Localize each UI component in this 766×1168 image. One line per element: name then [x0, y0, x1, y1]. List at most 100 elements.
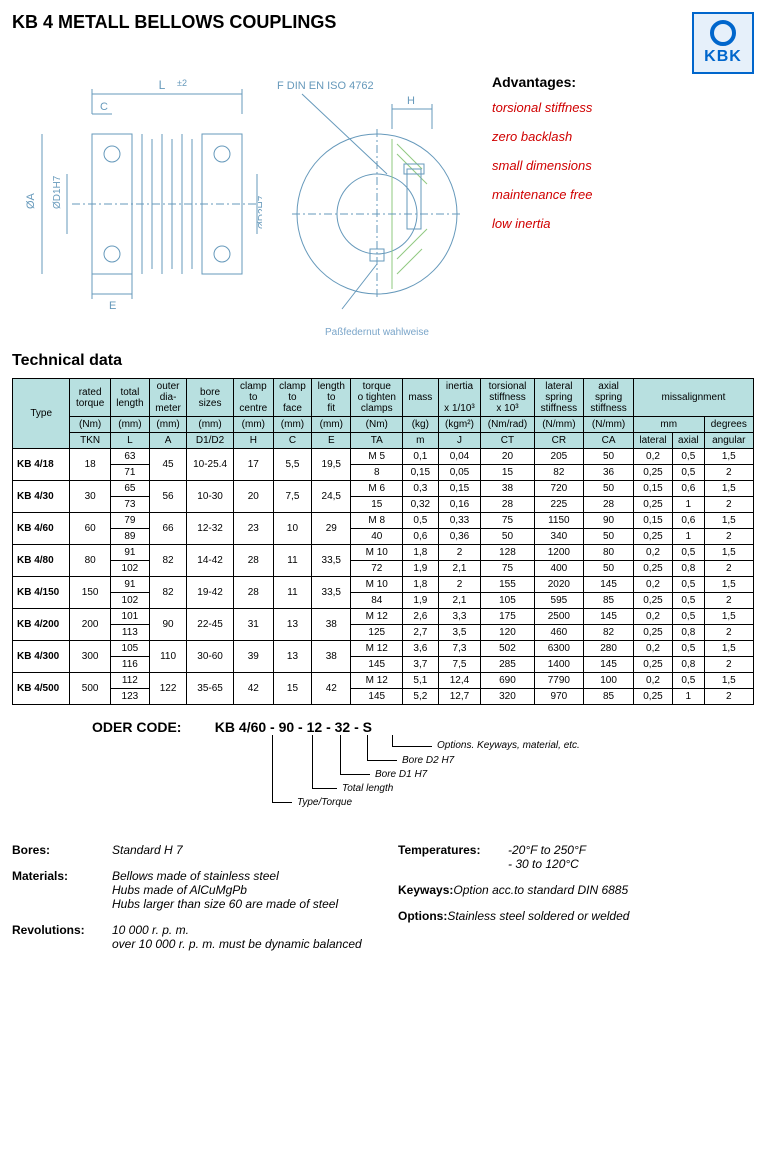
spec-label: Bores: — [12, 843, 112, 857]
col-h: clamptocentre — [233, 379, 273, 417]
unit: (kgm²) — [438, 417, 481, 433]
col-misal: missalignment — [633, 379, 753, 417]
order-code-section: ODER CODE: KB 4/60 - 90 - 12 - 32 - S Op… — [12, 719, 754, 825]
table-row: 73 150,320,1628225280,2512 — [13, 497, 754, 513]
order-code-label: ODER CODE: — [92, 719, 181, 735]
advantage-item: maintenance free — [492, 187, 754, 202]
spec-val: -20°F to 250°F- 30 to 120°C — [508, 843, 586, 871]
sym: A — [149, 433, 186, 449]
unit: (mm) — [273, 417, 312, 433]
order-len: Total length — [342, 783, 393, 794]
unit: (mm) — [149, 417, 186, 433]
order-d1: Bore D1 H7 — [375, 769, 427, 780]
table-row: 102 721,92,175400500,250,82 — [13, 561, 754, 577]
col-mass: mass — [403, 379, 438, 417]
table-row: KB 4/150 150 91 82 19-42 28 11 33,5 M 10… — [13, 577, 754, 593]
spec-label: Options: — [398, 909, 447, 923]
unit: (mm) — [312, 417, 351, 433]
unit: (kg) — [403, 417, 438, 433]
unit: (N/mm) — [584, 417, 634, 433]
spec-materials: Materials: Bellows made of stainless ste… — [12, 869, 368, 911]
svg-text:ØD2H7: ØD2H7 — [257, 195, 262, 229]
sym: L — [110, 433, 149, 449]
svg-text:±2: ±2 — [177, 78, 187, 88]
unit: (mm) — [187, 417, 234, 433]
spec-bores: Bores: Standard H 7 — [12, 843, 368, 857]
col-e: lengthtofit — [312, 379, 351, 417]
col-ct: torsionalstiffnessx 10³ — [481, 379, 534, 417]
table-row: 71 80,150,051582360,250,52 — [13, 465, 754, 481]
spec-val: 10 000 r. p. m.over 10 000 r. p. m. must… — [112, 923, 362, 951]
unit: (Nm/rad) — [481, 417, 534, 433]
spec-val: Stainless steel soldered or welded — [447, 909, 629, 923]
table-row: KB 4/300 300 105 110 30-60 39 13 38 M 12… — [13, 641, 754, 657]
table-row: 113 1252,73,5120460820,250,82 — [13, 625, 754, 641]
table-body: KB 4/18 18 63 45 10-25.4 17 5,5 19,5 M 5… — [13, 449, 754, 705]
sym: CR — [534, 433, 584, 449]
unit: (mm) — [233, 417, 273, 433]
sym: C — [273, 433, 312, 449]
spec-val: Standard H 7 — [112, 843, 183, 857]
sym: m — [403, 433, 438, 449]
spec-val: Bellows made of stainless steelHubs made… — [112, 869, 338, 911]
table-row: KB 4/80 80 91 82 14-42 28 11 33,5 M 101,… — [13, 545, 754, 561]
col-length: totallength — [110, 379, 149, 417]
order-opt: Options. Keyways, material, etc. — [437, 740, 580, 751]
order-type: Type/Torque — [297, 797, 352, 808]
svg-text:E: E — [109, 300, 116, 312]
spec-right-column: Temperatures: -20°F to 250°F- 30 to 120°… — [398, 843, 754, 963]
advantage-item: small dimensions — [492, 158, 754, 173]
spec-val: Option acc.to standard DIN 6885 — [453, 883, 628, 897]
technical-data-heading: Technical data — [12, 352, 754, 370]
sym: H — [233, 433, 273, 449]
sym: J — [438, 433, 481, 449]
sym: TA — [351, 433, 403, 449]
advantage-item: torsional stiffness — [492, 100, 754, 115]
kbk-logo: KBK — [692, 12, 754, 74]
unit: mm — [633, 417, 704, 433]
svg-text:ØD1H7: ØD1H7 — [52, 175, 63, 209]
table-row: KB 4/60 60 79 66 12-32 23 10 29 M 80,50,… — [13, 513, 754, 529]
spec-left-column: Bores: Standard H 7 Materials: Bellows m… — [12, 843, 368, 963]
sym: D1/D2 — [187, 433, 234, 449]
svg-text:F DIN EN ISO 4762: F DIN EN ISO 4762 — [277, 80, 374, 92]
spec-label: Materials: — [12, 869, 112, 911]
table-row: 116 1453,77,528514001450,250,82 — [13, 657, 754, 673]
table-row: KB 4/500 500 112 122 35-65 42 15 42 M 12… — [13, 673, 754, 689]
header: KB 4 METALL BELLOWS COUPLINGS KBK — [12, 12, 754, 74]
table-row: 123 1455,212,7320970850,2512 — [13, 689, 754, 705]
table-row: 89 400,60,3650340500,2512 — [13, 529, 754, 545]
sym: CT — [481, 433, 534, 449]
svg-text:H: H — [407, 95, 415, 107]
spec-options: Options: Stainless steel soldered or wel… — [398, 909, 754, 923]
table-row: KB 4/18 18 63 45 10-25.4 17 5,5 19,5 M 5… — [13, 449, 754, 465]
sym: axial — [673, 433, 705, 449]
diagram-caption: Paßfedernut wahlweise — [272, 327, 482, 338]
logo-circle-icon — [710, 20, 736, 46]
col-ca: axialspringstiffness — [584, 379, 634, 417]
table-row: KB 4/200 200 101 90 22-45 31 13 38 M 122… — [13, 609, 754, 625]
col-ta: torqueo tightenclamps — [351, 379, 403, 417]
unit: (N/mm) — [534, 417, 584, 433]
sym: lateral — [633, 433, 672, 449]
unit: degrees — [704, 417, 753, 433]
sym: TKN — [70, 433, 110, 449]
col-inertia: inertiax 1/10³ — [438, 379, 481, 417]
spec-temperatures: Temperatures: -20°F to 250°F- 30 to 120°… — [398, 843, 754, 871]
advantage-item: low inertia — [492, 216, 754, 231]
advantages-block: Advantages: torsional stiffness zero bac… — [492, 74, 754, 245]
col-torque: ratedtorque — [70, 379, 110, 417]
logo-text: KBK — [704, 48, 742, 66]
spec-keyways: Keyways: Option acc.to standard DIN 6885 — [398, 883, 754, 897]
coupling-front-svg: F DIN EN ISO 4762 H — [272, 74, 482, 324]
spec-label: Revolutions: — [12, 923, 112, 951]
page-title: KB 4 METALL BELLOWS COUPLINGS — [12, 12, 336, 33]
col-dia: outerdia-meter — [149, 379, 186, 417]
col-type: Type — [13, 379, 70, 449]
front-view-diagram: F DIN EN ISO 4762 H — [272, 74, 482, 338]
table-row: KB 4/30 30 65 56 10-30 20 7,5 24,5 M 60,… — [13, 481, 754, 497]
unit: (mm) — [110, 417, 149, 433]
svg-text:C: C — [100, 101, 108, 113]
sym: E — [312, 433, 351, 449]
svg-text:L: L — [159, 78, 166, 92]
